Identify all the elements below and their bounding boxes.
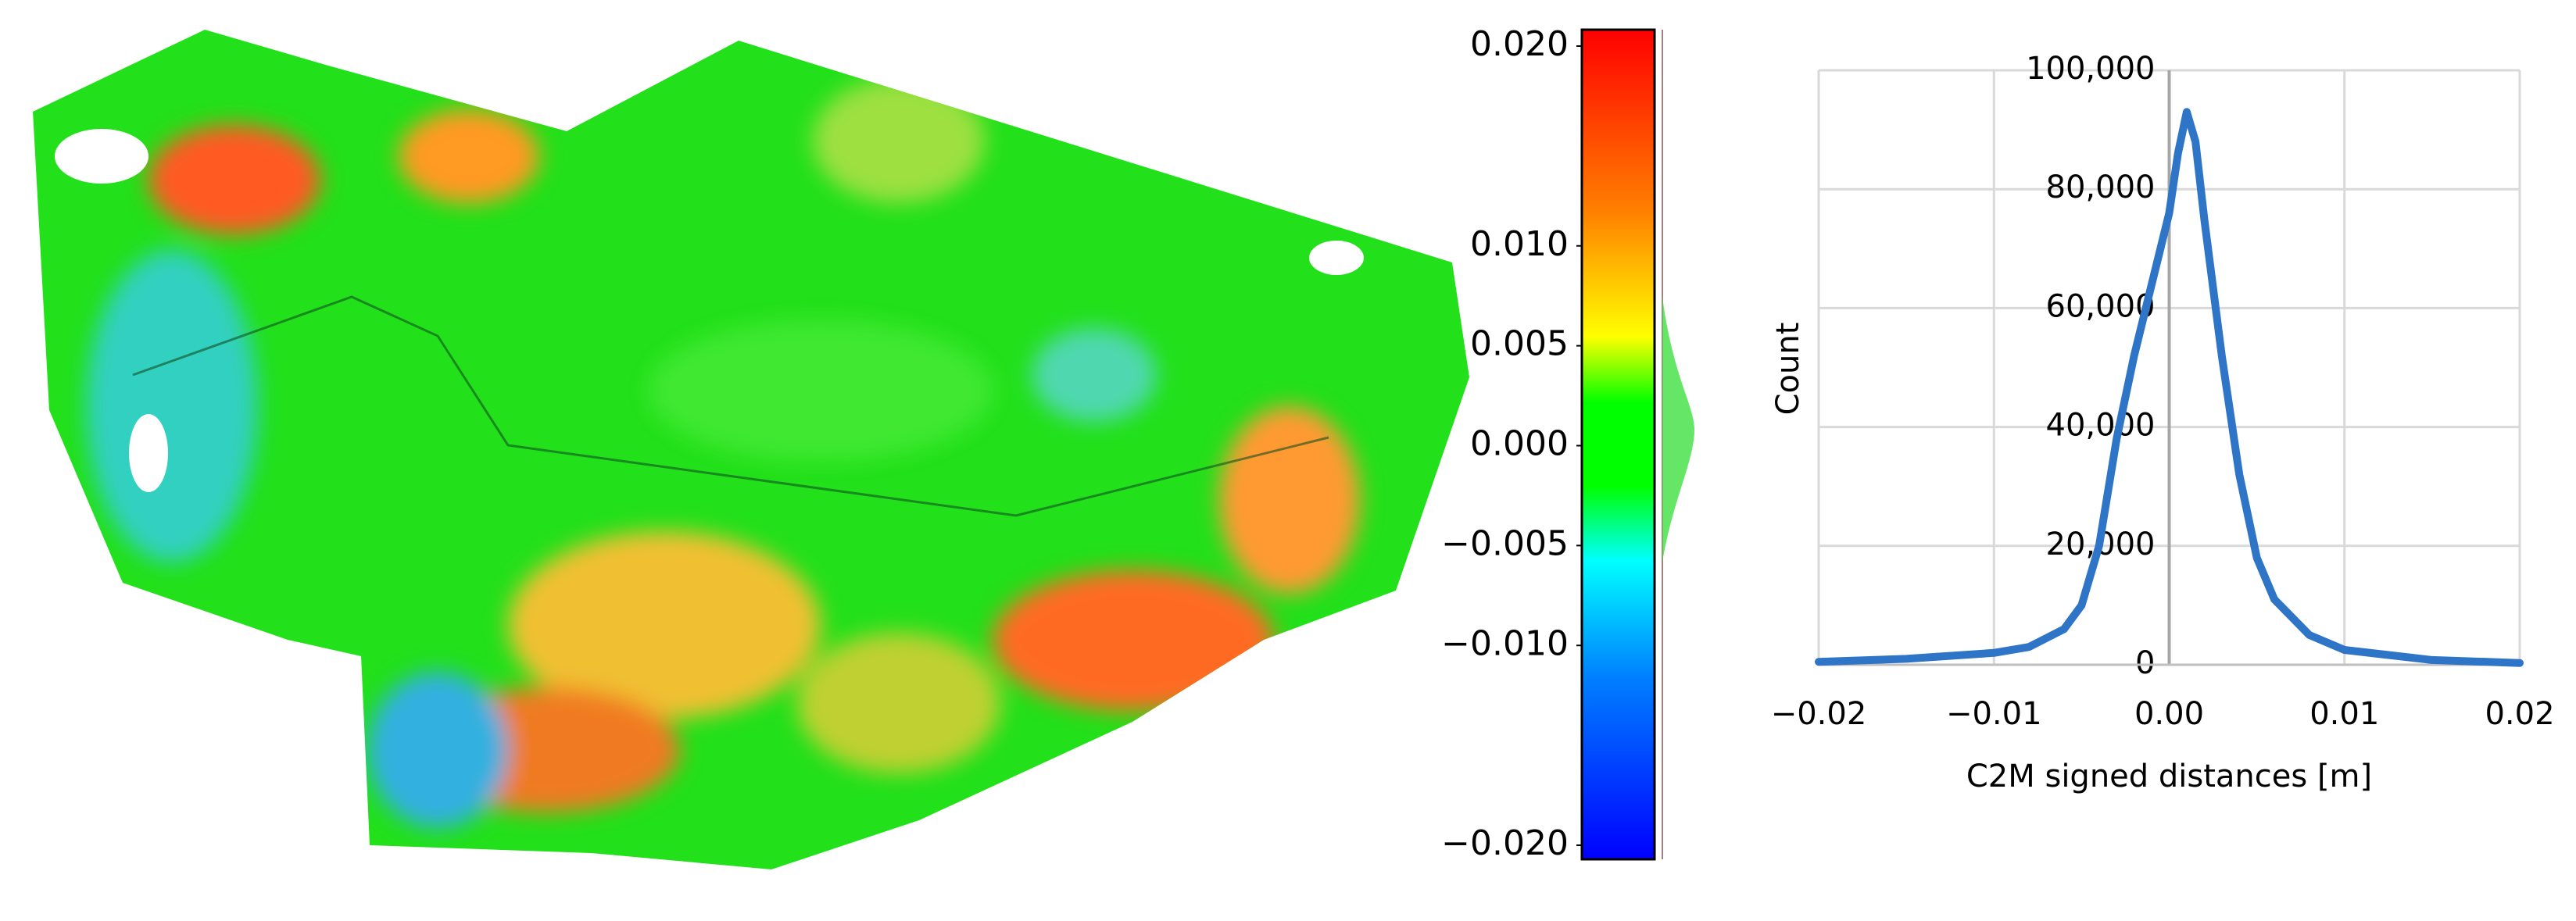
y-tick-label: 80,000 bbox=[2046, 170, 2156, 205]
y-tick-label: −0.005 bbox=[1441, 523, 1569, 563]
y-tick-label: 0.020 bbox=[1470, 24, 1569, 64]
point-cloud bbox=[33, 30, 1469, 869]
y-tick-label: 0.000 bbox=[1470, 424, 1569, 464]
line-series bbox=[1815, 108, 2524, 667]
y-axis-title: Count bbox=[1770, 323, 1806, 416]
y-tick-label: −0.020 bbox=[1441, 823, 1569, 863]
y-tick-label: 0.010 bbox=[1470, 224, 1569, 264]
colorbar bbox=[1580, 28, 1656, 861]
x-tick-label: 0.01 bbox=[2309, 696, 2379, 732]
y-tick-label: 40,000 bbox=[2046, 408, 2156, 444]
x-tick-label: −0.02 bbox=[1771, 696, 1867, 732]
colorbar-histogram bbox=[1662, 297, 1694, 562]
x-tick-label: −0.01 bbox=[1946, 696, 2042, 732]
x-tick-label: 0.02 bbox=[2485, 696, 2554, 732]
y-tick-label: 0 bbox=[2135, 645, 2155, 681]
x-tick-label: 0.00 bbox=[2134, 696, 2204, 732]
y-tick-label: 0.005 bbox=[1470, 324, 1569, 364]
colorbar-axis: 0.020 0.010 0.005 0.000 −0.005 −0.010 −0.020 bbox=[1441, 24, 1582, 863]
y-tick-label: 60,000 bbox=[2046, 288, 2156, 324]
y-tick-label: −0.010 bbox=[1441, 623, 1569, 663]
x-axis-title: C2M signed distances [m] bbox=[1966, 759, 2372, 794]
y-tick-label: 100,000 bbox=[2026, 51, 2155, 87]
